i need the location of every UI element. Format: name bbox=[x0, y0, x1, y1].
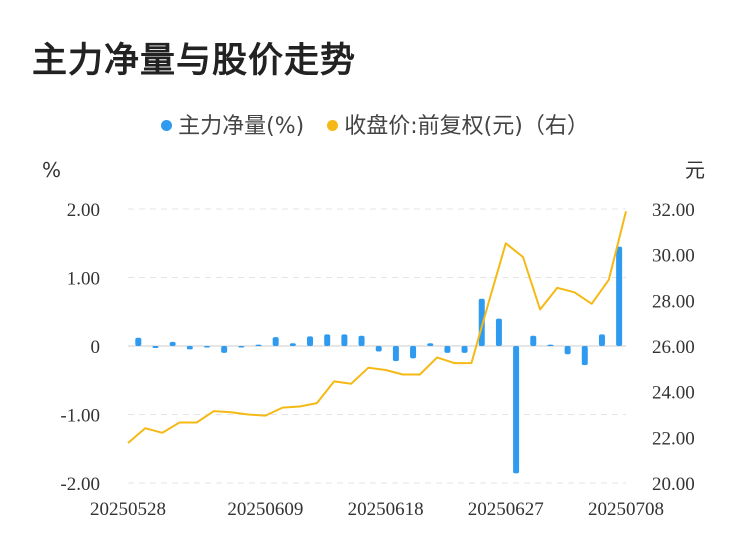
bar bbox=[289, 343, 296, 346]
legend-dot-close-price bbox=[327, 120, 339, 131]
bar bbox=[307, 336, 314, 346]
bar bbox=[392, 346, 399, 362]
bar bbox=[513, 346, 520, 474]
price-line bbox=[127, 211, 627, 444]
bar bbox=[564, 346, 571, 355]
bar bbox=[581, 346, 588, 366]
right-tick-label: 20.00 bbox=[652, 474, 695, 495]
bar bbox=[598, 334, 605, 346]
x-tick-label: 20250609 bbox=[227, 499, 303, 520]
bar bbox=[135, 337, 142, 346]
bar bbox=[221, 346, 228, 353]
bar bbox=[238, 346, 245, 348]
left-tick-label: -2.00 bbox=[60, 474, 100, 495]
right-tick-label: 32.00 bbox=[652, 200, 695, 221]
left-tick-label: 1.00 bbox=[67, 269, 100, 290]
left-tick-label: 2.00 bbox=[67, 200, 100, 221]
bar bbox=[324, 334, 331, 346]
bar bbox=[427, 343, 434, 346]
right-tick-label: 22.00 bbox=[652, 428, 695, 449]
right-tick-label: 24.00 bbox=[652, 383, 695, 404]
left-axis-unit: % bbox=[42, 158, 61, 182]
legend-label-net-flow: 主力净量(%) bbox=[178, 114, 305, 139]
right-tick-label: 30.00 bbox=[652, 246, 695, 267]
left-tick-label: -1.00 bbox=[60, 406, 100, 427]
legend-item-close-price[interactable]: 收盘价:前复权(元)（右） bbox=[327, 108, 589, 140]
legend-label-close-price: 收盘价:前复权(元)（右） bbox=[344, 114, 589, 139]
left-tick-label: 0 bbox=[91, 337, 101, 358]
legend: 主力净量(%) 收盘价:前复权(元)（右） bbox=[0, 108, 750, 140]
bar bbox=[461, 346, 468, 353]
bar bbox=[530, 335, 537, 346]
right-tick-label: 26.00 bbox=[652, 337, 695, 358]
bar bbox=[152, 346, 159, 349]
chart-title: 主力净量与股价走势 bbox=[32, 41, 357, 81]
x-tick-label: 20250618 bbox=[348, 499, 424, 520]
bar bbox=[616, 246, 623, 346]
x-tick-label: 20250528 bbox=[90, 499, 166, 520]
bar bbox=[272, 337, 279, 346]
bar bbox=[255, 344, 262, 347]
bar bbox=[444, 346, 451, 353]
bar bbox=[186, 346, 193, 350]
right-axis-unit: 元 bbox=[685, 158, 705, 182]
bar bbox=[547, 344, 554, 347]
bar bbox=[203, 346, 210, 348]
bar bbox=[169, 341, 176, 346]
bar bbox=[410, 346, 417, 359]
right-tick-label: 28.00 bbox=[652, 291, 695, 312]
legend-dot-net-flow bbox=[161, 120, 173, 131]
bar bbox=[495, 318, 502, 346]
legend-item-net-flow[interactable]: 主力净量(%) bbox=[161, 108, 304, 140]
bar bbox=[358, 335, 365, 346]
x-tick-label: 20250708 bbox=[588, 499, 664, 520]
bar bbox=[341, 334, 348, 346]
bar bbox=[375, 346, 382, 352]
x-tick-label: 20250627 bbox=[468, 499, 544, 520]
